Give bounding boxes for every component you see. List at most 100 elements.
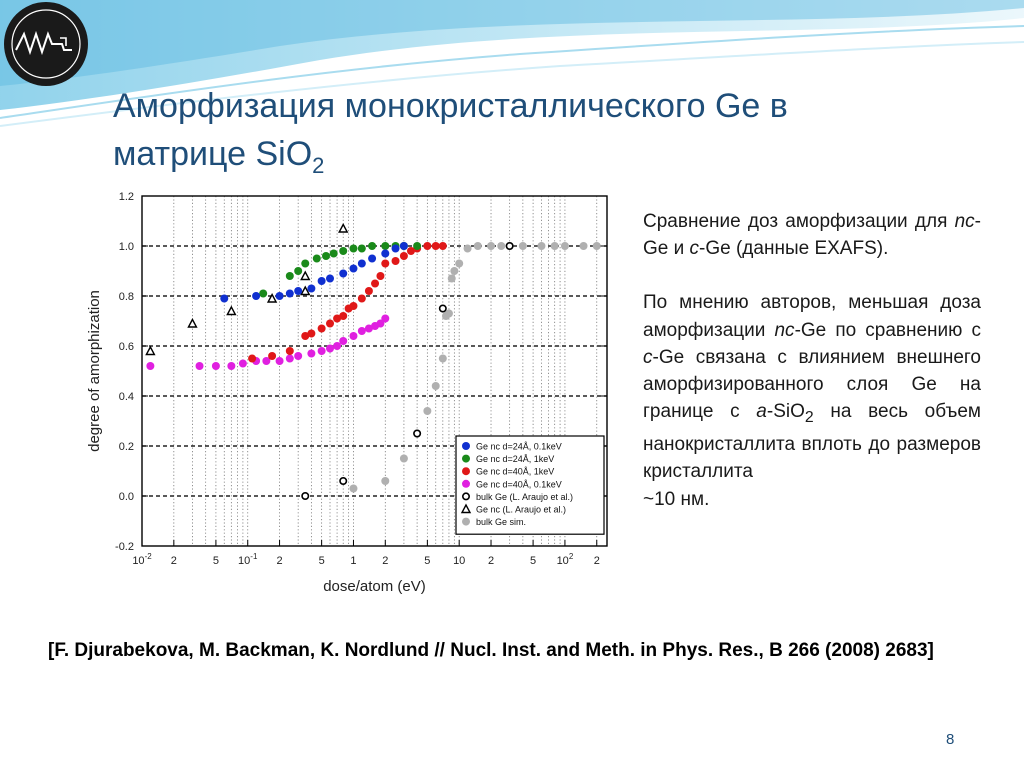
- data-point: [349, 244, 358, 253]
- data-point: [227, 362, 236, 370]
- data-point: [364, 287, 373, 295]
- data-point: [307, 329, 316, 338]
- reference-citation: [F. Djurabekova, M. Backman, K. Nordlund…: [48, 640, 934, 661]
- data-point: [487, 242, 496, 250]
- data-point: [187, 318, 198, 328]
- data-point: [518, 242, 527, 250]
- legend-marker: [462, 479, 470, 488]
- data-point: [145, 345, 156, 356]
- data-point: [301, 332, 310, 340]
- data-point: [376, 319, 385, 328]
- data-point: [357, 327, 366, 335]
- data-point: [238, 359, 247, 368]
- data-point: [285, 347, 294, 355]
- data-point: [322, 252, 331, 260]
- data-point: [438, 354, 447, 363]
- legend-marker: [462, 467, 470, 476]
- data-point: [285, 272, 294, 280]
- data-point: [364, 324, 373, 333]
- data-point: [537, 242, 546, 250]
- data-point: [413, 242, 422, 250]
- data-point: [399, 242, 408, 250]
- x-tick-label: 2: [276, 555, 282, 567]
- data-point: [317, 324, 326, 333]
- data-point: [463, 244, 472, 253]
- data-point: [473, 242, 482, 250]
- data-point: [339, 337, 348, 345]
- title-line-2: матрице SiO: [113, 135, 313, 173]
- data-point: [275, 292, 284, 300]
- title-subscript: 2: [312, 152, 325, 178]
- side-text: Сравнение доз аморфизации для nc-Ge и c-…: [643, 208, 981, 540]
- data-point: [146, 362, 155, 370]
- data-point: [447, 274, 456, 283]
- data-point: [307, 349, 316, 358]
- data-point: [381, 477, 390, 485]
- slide-title: Аморфизация монокристаллического Ge в ма…: [113, 82, 913, 190]
- data-point: [262, 357, 271, 365]
- x-tick-label: 5: [530, 555, 536, 567]
- y-tick-label: 0.0: [119, 491, 134, 503]
- data-point: [357, 294, 366, 303]
- legend-label: bulk Ge (L. Araujo et al.): [476, 492, 573, 502]
- y-tick-label: 1.0: [119, 241, 134, 253]
- data-point: [329, 249, 338, 258]
- data-point: [294, 352, 303, 360]
- legend-box: [455, 435, 605, 535]
- chart-background: [72, 182, 617, 615]
- logo-icon: [4, 2, 88, 86]
- data-point: [399, 454, 408, 463]
- data-point: [399, 252, 408, 260]
- data-point: [301, 259, 310, 268]
- data-point: [371, 279, 380, 288]
- y-tick-label: 0.8: [119, 291, 134, 303]
- legend-label: bulk Ge sim.: [476, 517, 526, 527]
- data-point: [220, 294, 229, 303]
- data-point: [252, 292, 261, 300]
- data-point: [211, 362, 220, 370]
- data-point: [431, 242, 440, 250]
- y-axis-title: degree of amorphization: [86, 290, 103, 452]
- data-point: [381, 314, 390, 323]
- data-point: [550, 242, 559, 250]
- data-point: [195, 362, 204, 370]
- data-point: [338, 223, 349, 233]
- y-tick-label: 0.4: [119, 391, 134, 403]
- data-point: [333, 342, 342, 350]
- data-point: [391, 257, 400, 265]
- data-point: [326, 274, 335, 283]
- data-point: [259, 289, 268, 298]
- legend-label: Ge nc d=24Å, 0.1keV: [476, 442, 562, 452]
- data-point: [381, 242, 390, 250]
- legend-marker: [462, 442, 470, 450]
- x-tick-label: 10: [453, 555, 465, 567]
- data-point: [333, 314, 342, 323]
- data-point: [226, 305, 237, 316]
- data-point: [423, 242, 432, 250]
- data-point: [339, 247, 348, 255]
- y-tick-label: 0.6: [119, 341, 134, 353]
- data-point: [368, 242, 377, 250]
- x-tick-label: 5: [319, 555, 325, 567]
- legend-label: Ge nc d=40Å, 1keV: [476, 467, 554, 477]
- data-point: [285, 289, 294, 298]
- x-tick-label: 1: [350, 555, 356, 567]
- x-tick-label: 5: [424, 555, 430, 567]
- x-tick-label: 2: [171, 555, 177, 567]
- data-point: [497, 242, 506, 250]
- legend-marker: [462, 454, 470, 463]
- data-point: [339, 312, 348, 320]
- legend-label: Ge nc (L. Araujo et al.): [476, 505, 566, 515]
- data-point: [294, 287, 303, 295]
- x-tick-label: 2: [594, 555, 600, 567]
- data-point: [592, 242, 601, 250]
- data-point: [268, 352, 277, 360]
- data-point: [326, 319, 335, 328]
- data-point: [455, 259, 464, 268]
- data-point: [423, 407, 432, 415]
- legend-label: Ge nc d=24Å, 1keV: [476, 454, 554, 464]
- y-tick-label: 0.2: [119, 441, 134, 453]
- x-tick-label: 5: [213, 555, 219, 567]
- data-point: [349, 332, 358, 340]
- data-point: [450, 267, 459, 275]
